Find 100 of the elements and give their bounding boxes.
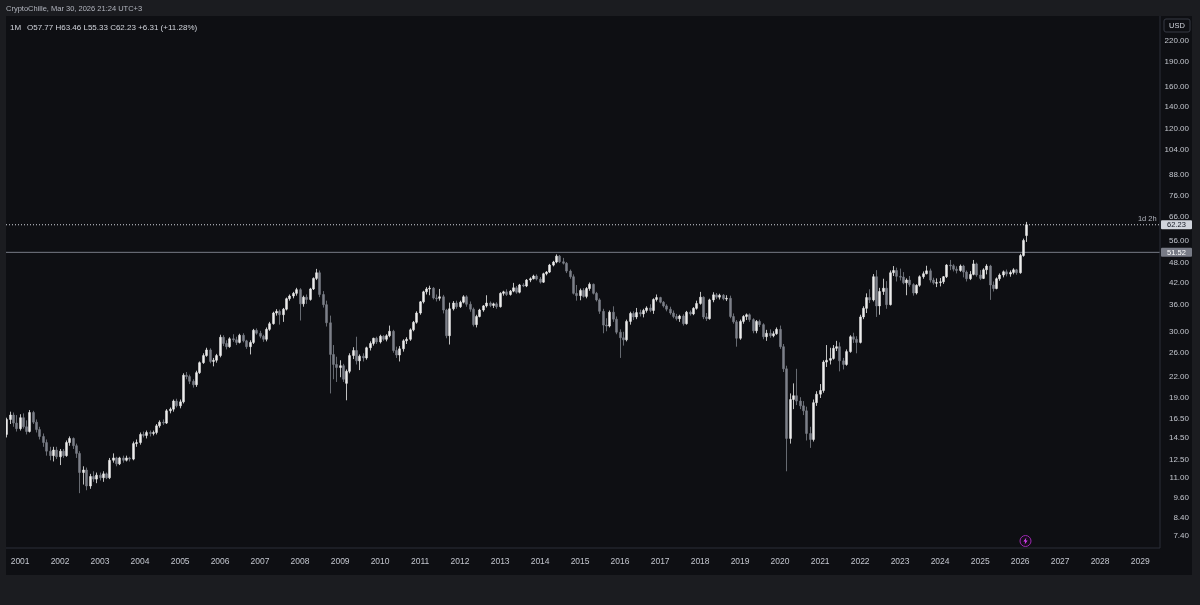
candlestick: [118, 456, 121, 466]
candlestick: [529, 276, 532, 283]
candlestick: [665, 303, 668, 312]
x-tick-label: 2013: [490, 556, 510, 566]
candlestick: [832, 344, 835, 361]
y-tick-label: 7.40: [1173, 531, 1190, 541]
y-tick-label: 120.00: [1164, 124, 1190, 134]
candlestick: [699, 291, 702, 306]
candlestick: [485, 294, 488, 308]
candlestick: [745, 313, 748, 321]
x-tick-label: 2024: [930, 556, 950, 566]
candlestick: [982, 267, 985, 280]
x-tick-label: 2014: [530, 556, 550, 566]
candlestick: [649, 303, 652, 313]
candlestick: [82, 465, 85, 485]
candlestick: [339, 359, 342, 378]
candlestick: [228, 336, 231, 349]
candlestick: [379, 334, 382, 344]
y-tick-label: 160.00: [1164, 82, 1190, 92]
candlestick: [105, 472, 108, 480]
candlestick: [855, 335, 858, 354]
candlestick: [142, 431, 145, 438]
candlestick: [238, 333, 241, 344]
candlestick: [438, 288, 441, 302]
x-tick-label: 2005: [170, 556, 190, 566]
candlestick: [115, 456, 118, 467]
y-tick-label: 8.40: [1173, 512, 1190, 522]
candlestick: [212, 357, 215, 367]
candlestick: [542, 272, 545, 284]
candlestick: [59, 448, 62, 466]
x-tick-label: 2016: [610, 556, 630, 566]
candlestick: [795, 368, 798, 406]
candlestick: [149, 430, 152, 437]
candlestick: [155, 423, 158, 435]
candlestick: [639, 309, 642, 317]
y-tick-label: 66.00: [1168, 211, 1190, 221]
candlestick: [1012, 267, 1015, 275]
candlestick: [1009, 270, 1012, 278]
candlestick: [495, 301, 498, 310]
candlestick: [515, 285, 518, 295]
candlestick: [145, 430, 148, 439]
candlestick: [995, 276, 998, 290]
y-tick-label: 26.00: [1168, 347, 1190, 357]
candlestick: [872, 273, 875, 302]
candlestick: [838, 342, 841, 372]
candlestick: [185, 371, 188, 380]
y-tick-label: 220.00: [1164, 35, 1190, 45]
candlestick: [522, 282, 525, 288]
candlestick: [1002, 270, 1005, 278]
candlestick: [375, 336, 378, 345]
candlestick: [975, 262, 978, 278]
candlestick: [278, 309, 281, 326]
y-tick-label: 76.00: [1168, 191, 1190, 201]
candlestick: [939, 277, 942, 287]
candlestick: [182, 372, 185, 404]
candlestick: [525, 278, 528, 288]
candlestick: [222, 334, 225, 347]
candlestick: [128, 456, 131, 462]
x-tick-label: 2007: [250, 556, 270, 566]
candlestick: [22, 412, 25, 430]
candlestick: [702, 295, 705, 320]
candlestick: [775, 327, 778, 336]
candlestick: [682, 313, 685, 326]
candlestick: [555, 253, 558, 264]
candlestick: [669, 306, 672, 316]
y-tick-label: 48.00: [1168, 258, 1190, 268]
candlestick: [739, 319, 742, 341]
candlestick: [662, 300, 665, 308]
x-tick-label: 2012: [450, 556, 470, 566]
x-tick-label: 2021: [810, 556, 830, 566]
candlestick: [672, 310, 675, 319]
candlestick: [512, 282, 515, 293]
x-tick-label: 2001: [10, 556, 30, 566]
candlestick: [718, 293, 721, 300]
candlestick: [765, 329, 768, 342]
x-tick-label: 2008: [290, 556, 310, 566]
candlestick: [139, 432, 142, 446]
candlestick: [262, 334, 265, 343]
x-tick-label: 2027: [1050, 556, 1070, 566]
y-tick-label: 16.50: [1168, 414, 1190, 424]
candlestick: [122, 455, 125, 464]
candlestick: [952, 263, 955, 272]
candlestick: [85, 467, 88, 491]
y-tick-label: 104.00: [1164, 145, 1190, 155]
candlestick: [295, 287, 298, 297]
candlestick: [725, 294, 728, 302]
candlestick: [89, 473, 92, 490]
candlestick: [652, 297, 655, 315]
y-tick-label: 19.00: [1168, 393, 1190, 403]
y-tick-label: 14.50: [1168, 432, 1190, 442]
x-tick-label: 2011: [410, 556, 430, 566]
annotation: O57.77 H63.46 L55.33 C62.23 +6.31 (+11.28%): [26, 22, 198, 32]
y-tick-label: 190.00: [1164, 57, 1190, 67]
candlestick: [829, 347, 832, 365]
x-tick-label: 2017: [650, 556, 670, 566]
x-tick-label: 2022: [850, 556, 870, 566]
candlestick: [548, 263, 551, 274]
candlestick: [905, 277, 908, 296]
candlestick: [929, 268, 932, 283]
candlestick: [102, 470, 105, 483]
